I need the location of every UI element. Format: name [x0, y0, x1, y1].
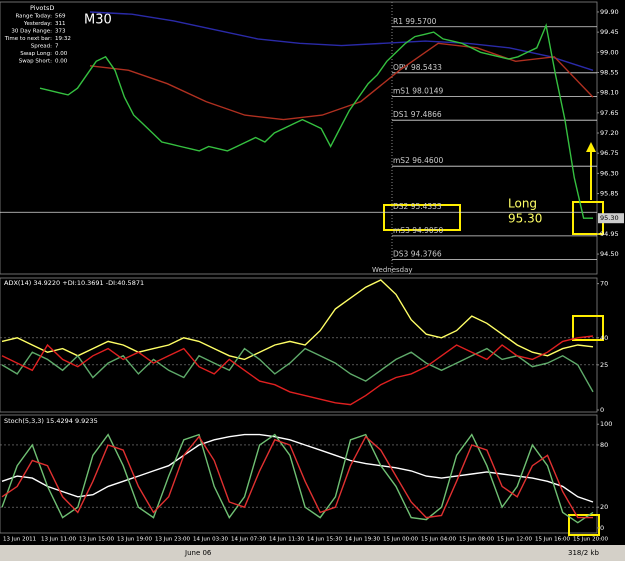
info-title: PivotsD	[30, 4, 54, 12]
status-bar	[0, 545, 625, 561]
y-tick-label: 99.00	[600, 48, 619, 56]
series-line	[1, 279, 594, 361]
y-tick-label: 97.20	[600, 129, 619, 137]
annotation-title: Long	[508, 197, 537, 211]
y-tick-label: 70	[600, 280, 608, 288]
info-label: Time to next bar:	[4, 36, 52, 42]
y-tick-label: 95.85	[600, 190, 619, 198]
series-line	[1, 347, 594, 393]
annotation-value: 95.30	[508, 212, 542, 226]
arrow-head	[586, 142, 596, 152]
pivot-label: R1 99.5700	[393, 17, 437, 26]
price-panel	[0, 1, 598, 275]
y-tick-label: 98.10	[600, 89, 619, 97]
price-tag	[598, 213, 624, 224]
x-tick-label: 14 Jun 11:30	[269, 537, 304, 543]
pivot-label: OPV 98.5433	[393, 63, 442, 72]
series-line	[1, 433, 594, 503]
x-tick-label: 15 Jun 00:00	[383, 537, 418, 543]
info-value: 0.00	[55, 51, 68, 57]
pivot-label: mS2 96.4600	[393, 156, 443, 165]
timeframe: M30	[84, 13, 112, 28]
x-tick-label: 15 Jun 12:00	[497, 537, 532, 543]
panel-title: Stoch(5,3,3) 15.4294 9.9235	[4, 417, 98, 425]
y-tick-label: 94.95	[600, 230, 619, 238]
x-tick-label: 13 Jun 23:00	[155, 537, 190, 543]
adx-panel	[0, 277, 598, 413]
separator-label: Wednesday	[372, 266, 413, 274]
info-label: Swap Long:	[20, 51, 52, 57]
y-tick-label: 20	[600, 503, 608, 511]
y-tick-label: 40	[600, 334, 608, 342]
y-tick-label: 96.30	[600, 169, 619, 177]
status-right: 318/2 kb	[568, 549, 599, 557]
x-tick-label: 14 Jun 19:30	[345, 537, 380, 543]
x-tick-label: 13 Jun 11:00	[41, 537, 76, 543]
highlight-box	[572, 315, 604, 341]
y-tick-label: 0	[600, 524, 604, 532]
x-tick-label: 13 Jun 15:00	[79, 537, 114, 543]
info-label: Spread:	[31, 44, 52, 50]
highlight-box	[383, 204, 461, 231]
info-label: Range Today:	[15, 14, 52, 20]
info-value: 373	[55, 29, 66, 35]
y-tick-label: 97.65	[600, 109, 619, 117]
status-left: June 06	[184, 549, 212, 557]
series-line	[89, 11, 594, 71]
x-tick-label: 14 Jun 15:30	[307, 537, 342, 543]
highlight-box	[568, 514, 600, 536]
info-label: Swap Short:	[19, 59, 52, 65]
pivot-label: DS1 97.4866	[393, 110, 442, 119]
y-tick-label: 99.90	[600, 8, 619, 16]
pivot-label: mS3 94.9050	[393, 226, 443, 235]
series-line	[1, 435, 593, 519]
y-tick-label: 100	[600, 420, 612, 428]
y-tick-label: 96.75	[600, 149, 619, 157]
y-tick-label: 80	[600, 441, 608, 449]
price-tag-label: 95.30	[600, 214, 619, 222]
info-label: Yesterday:	[23, 21, 52, 27]
x-tick-label: 15 Jun 16:00	[535, 537, 570, 543]
panel-title: ADX(14) 34.9220 +DI:10.3691 -DI:40.5871	[4, 279, 144, 287]
y-tick-label: 94.50	[600, 250, 619, 258]
pivot-label: DS3 94.3766	[393, 250, 442, 259]
y-tick-label: 99.45	[600, 28, 619, 36]
y-tick-label: 25	[600, 361, 608, 369]
pivot-label: DS2 95.4333	[393, 202, 442, 211]
info-value: 7	[55, 44, 59, 50]
info-label: 30 Day Range:	[11, 29, 52, 35]
series-line	[1, 433, 594, 524]
info-value: 569	[55, 14, 66, 20]
x-tick-label: 13 Jun 2011	[3, 537, 36, 543]
info-value: 311	[55, 21, 66, 27]
x-tick-label: 14 Jun 03:30	[193, 537, 228, 543]
series-line	[39, 22, 593, 219]
info-value: 0.00	[55, 59, 68, 65]
y-tick-label: 0	[600, 406, 604, 414]
x-tick-label: 13 Jun 19:00	[117, 537, 152, 543]
series-line	[1, 335, 594, 406]
x-tick-label: 15 Jun 04:00	[421, 537, 456, 543]
x-tick-label: 15 Jun 08:00	[459, 537, 494, 543]
x-tick-label: 15 Jun 20:00	[573, 537, 608, 543]
x-tick-label: 14 Jun 07:30	[231, 537, 266, 543]
stoch-panel	[0, 414, 598, 534]
info-value: 19:32	[55, 36, 71, 42]
y-tick-label: 98.55	[600, 68, 619, 76]
pivot-label: mS1 98.0149	[393, 86, 443, 95]
